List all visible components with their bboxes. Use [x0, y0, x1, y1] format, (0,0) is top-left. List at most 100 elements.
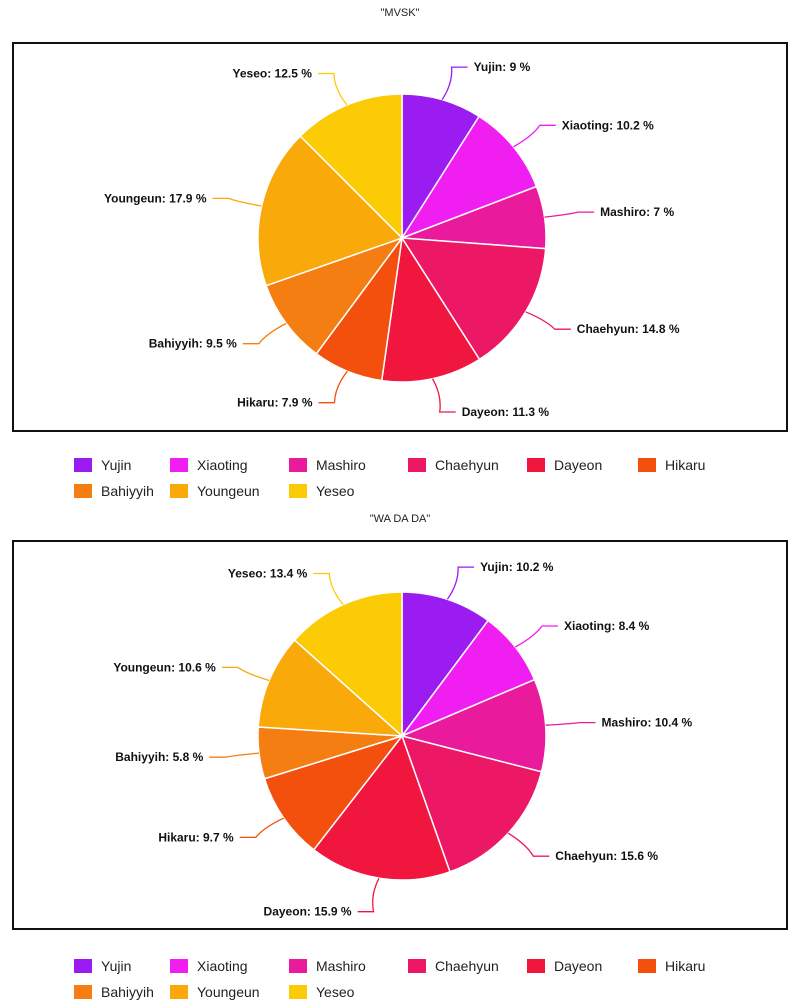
legend-item-chaehyun: Chaehyun: [408, 457, 527, 473]
legend-label: Yujin: [101, 958, 132, 974]
legend-item-youngeun: Youngeun: [170, 483, 289, 499]
legend-label: Mashiro: [316, 958, 366, 974]
leader-line-xiaoting: [514, 625, 558, 648]
legend-item-mashiro: Mashiro: [289, 457, 408, 473]
legend: Yujin Xiaoting Mashiro Chaehyun Dayeon Hikaru…: [74, 953, 754, 1005]
leader-line-mashiro: [545, 721, 596, 726]
legend-swatch: [74, 484, 92, 498]
legend-item-mashiro: Mashiro: [289, 958, 408, 974]
data-label-bahiyyih: Bahiyyih: 5.8 %: [115, 750, 203, 764]
leader-line-youngeun: [212, 197, 262, 207]
pie-slice-chaehyun: [400, 734, 543, 873]
legend-label: Bahiyyih: [101, 483, 154, 499]
data-label-hikaru: Hikaru: 7.9 %: [237, 396, 313, 410]
legend-swatch: [289, 458, 307, 472]
legend-item-hikaru: Hikaru: [638, 958, 728, 974]
pie-slice-yeseo: [293, 591, 403, 738]
legend-item-youngeun: Youngeun: [170, 984, 289, 1000]
legend-item-yeseo: Yeseo: [289, 483, 408, 499]
pie-chart: Yujin: 9 % Xiaoting: 10.2 % Mashiro: 7 % Ch…: [104, 60, 680, 419]
legend-swatch: [289, 484, 307, 498]
legend-item-xiaoting: Xiaoting: [170, 457, 289, 473]
legend-item-yeseo: Yeseo: [289, 984, 408, 1000]
legend-item-xiaoting: Xiaoting: [170, 958, 289, 974]
legend-swatch: [638, 959, 656, 973]
data-label-yujin: Yujin: 9 %: [474, 60, 531, 74]
data-label-youngeun: Youngeun: 10.6 %: [113, 660, 216, 674]
data-label-youngeun: Youngeun: 17.9 %: [104, 191, 207, 205]
legend-label: Chaehyun: [435, 457, 499, 473]
leader-line-bahiyyih: [209, 752, 260, 758]
legend-swatch: [527, 959, 545, 973]
legend-item-hikaru: Hikaru: [638, 457, 728, 473]
legend-label: Chaehyun: [435, 958, 499, 974]
leader-line-dayeon: [431, 378, 456, 413]
legend-item-bahiyyih: Bahiyyih: [74, 984, 170, 1000]
legend-item-yujin: Yujin: [74, 958, 170, 974]
data-label-hikaru: Hikaru: 9.7 %: [158, 830, 234, 844]
legend-label: Xiaoting: [197, 457, 248, 473]
data-label-dayeon: Dayeon: 11.3 %: [462, 405, 550, 419]
chart-title: "MVSK": [380, 7, 420, 19]
legend-swatch: [74, 959, 92, 973]
legend-swatch: [74, 458, 92, 472]
pie-slice-mashiro: [399, 678, 547, 773]
pie-chart: Yujin: 10.2 % Xiaoting: 8.4 % Mashiro: 10.…: [113, 560, 693, 919]
pie-slice-bahiyyih: [265, 236, 405, 355]
pie-chart-frame: Yujin: 10.2 % Xiaoting: 8.4 % Mashiro: 10.…: [12, 540, 788, 930]
leader-line-yujin: [446, 566, 475, 600]
legend: Yujin Xiaoting Mashiro Chaehyun Dayeon Hikaru…: [74, 452, 754, 504]
pie-chart-frame: Yujin: 9 % Xiaoting: 10.2 % Mashiro: 7 % Ch…: [12, 42, 788, 432]
legend-label: Hikaru: [665, 958, 706, 974]
leader-line-yujin: [441, 66, 468, 101]
legend-swatch: [170, 484, 188, 498]
leader-line-dayeon: [357, 877, 380, 913]
legend-label: Dayeon: [554, 457, 603, 473]
leader-line-chaehyun: [507, 832, 550, 857]
pie-slice-yujin: [401, 591, 490, 739]
pie-slice-yeseo: [299, 93, 403, 240]
leader-line-hikaru: [239, 817, 284, 839]
data-label-chaehyun: Chaehyun: 15.6 %: [555, 849, 658, 863]
legend-swatch: [74, 985, 92, 999]
pie-slice-hikaru: [263, 734, 405, 851]
leader-line-mashiro: [544, 211, 595, 218]
chart-title: "WA DA DA": [369, 513, 431, 525]
pie-slice-yujin: [401, 93, 481, 241]
data-label-yujin: Yujin: 10.2 %: [480, 560, 554, 574]
pie-slice-youngeun: [257, 135, 404, 287]
legend-swatch: [289, 959, 307, 973]
legend-item-dayeon: Dayeon: [527, 457, 638, 473]
legend-swatch: [408, 458, 426, 472]
data-label-chaehyun: Chaehyun: 14.8 %: [577, 322, 680, 336]
legend-swatch: [638, 458, 656, 472]
legend-label: Yujin: [101, 457, 132, 473]
data-label-yeseo: Yeseo: 13.4 %: [228, 567, 308, 581]
legend-item-chaehyun: Chaehyun: [408, 958, 527, 974]
legend-label: Dayeon: [554, 958, 603, 974]
data-label-yeseo: Yeseo: 12.5 %: [233, 67, 313, 81]
legend-label: Mashiro: [316, 457, 366, 473]
data-label-mashiro: Mashiro: 10.4 %: [602, 716, 693, 730]
legend-swatch: [527, 458, 545, 472]
legend-swatch: [170, 985, 188, 999]
legend-label: Youngeun: [197, 483, 260, 499]
data-label-xiaoting: Xiaoting: 10.2 %: [562, 118, 654, 132]
legend-item-yujin: Yujin: [74, 457, 170, 473]
pie-slice-youngeun: [257, 639, 405, 737]
legend-swatch: [408, 959, 426, 973]
legend-swatch: [289, 985, 307, 999]
legend-label: Youngeun: [197, 984, 260, 1000]
leader-line-chaehyun: [525, 311, 571, 330]
legend-item-dayeon: Dayeon: [527, 958, 638, 974]
leader-line-yeseo: [313, 572, 344, 606]
legend-label: Bahiyyih: [101, 984, 154, 1000]
leader-line-bahiyyih: [242, 322, 287, 345]
data-label-xiaoting: Xiaoting: 8.4 %: [564, 619, 650, 633]
leader-line-yeseo: [317, 72, 348, 106]
pie-slice-dayeon: [312, 734, 451, 881]
data-label-dayeon: Dayeon: 15.9 %: [264, 905, 352, 919]
leader-line-hikaru: [318, 370, 348, 404]
leader-line-youngeun: [221, 666, 270, 682]
legend-label: Hikaru: [665, 457, 706, 473]
